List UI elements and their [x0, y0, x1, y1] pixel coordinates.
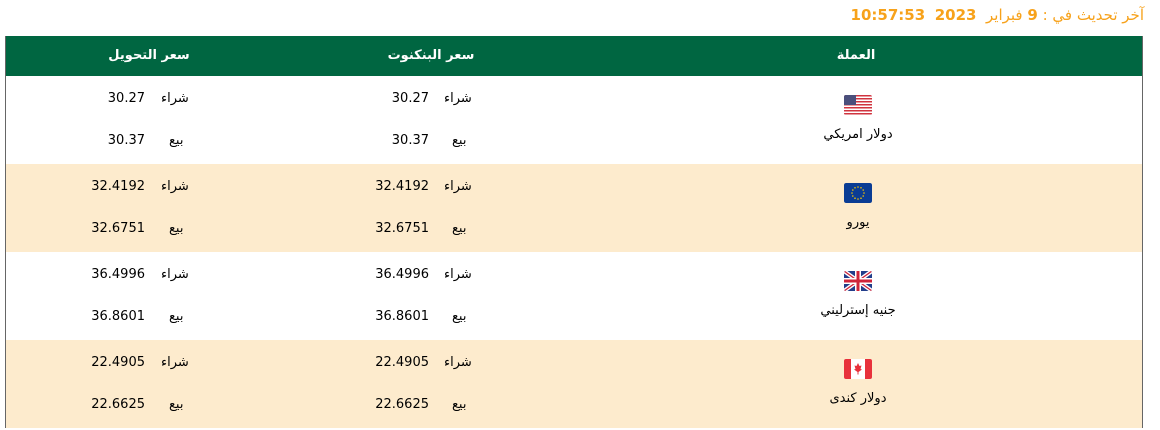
last-update-text: آخر تحديث في : 9 فبراير 2023 10:57:53: [851, 6, 1144, 24]
transfer-sell-value: 36.8601: [91, 309, 145, 324]
banknote-sell-value: 22.6625: [375, 397, 429, 412]
banknote-sell-label: بيع: [452, 221, 467, 236]
banknote-sell-label: بيع: [452, 133, 467, 148]
transfer-buy-label: شراء: [161, 355, 189, 370]
eu-flag-icon: [844, 183, 872, 203]
banknote-sell-label: بيع: [452, 309, 467, 324]
transfer-buy-label: شراء: [161, 179, 189, 194]
transfer-sell-value: 32.6751: [91, 221, 145, 236]
update-year: 2023: [934, 6, 977, 24]
currency-name: دولار امريكي: [823, 127, 893, 142]
currency-name: دولار كندى: [829, 391, 887, 406]
exchange-rates-table: العملة سعر البنكنوت سعر التحويل دولار ام…: [5, 36, 1143, 428]
banknote-sell-value: 30.37: [391, 133, 429, 148]
transfer-sell-label: بيع: [169, 221, 184, 236]
header-transfer: سعر التحويل: [108, 48, 190, 63]
update-month: فبراير: [986, 6, 1023, 24]
banknote-buy-value: 36.4996: [375, 267, 429, 282]
transfer-sell-value: 30.37: [107, 133, 145, 148]
transfer-buy-value: 22.4905: [91, 355, 145, 370]
transfer-buy-label: شراء: [161, 91, 189, 106]
table-row: يورو شراء 32.4192 بيع 32.6751 شراء 32.41…: [6, 164, 1142, 252]
banknote-sell-label: بيع: [452, 397, 467, 412]
table-row: دولار كندى شراء 22.4905 بيع 22.6625 شراء…: [6, 340, 1142, 428]
banknote-buy-value: 22.4905: [375, 355, 429, 370]
ca-flag-icon: [844, 359, 872, 379]
currency-name: جنيه إسترليني: [820, 303, 896, 318]
transfer-buy-value: 36.4996: [91, 267, 145, 282]
transfer-sell-label: بيع: [169, 397, 184, 412]
table-header: العملة سعر البنكنوت سعر التحويل: [6, 36, 1142, 76]
transfer-buy-value: 32.4192: [91, 179, 145, 194]
banknote-buy-value: 32.4192: [375, 179, 429, 194]
transfer-buy-value: 30.27: [107, 91, 145, 106]
banknote-buy-label: شراء: [444, 91, 472, 106]
banknote-sell-value: 36.8601: [375, 309, 429, 324]
header-banknote: سعر البنكنوت: [387, 48, 475, 63]
transfer-buy-label: شراء: [161, 267, 189, 282]
last-update-label: آخر تحديث في :: [1042, 6, 1144, 24]
banknote-buy-value: 30.27: [391, 91, 429, 106]
update-day: 9: [1027, 6, 1038, 24]
transfer-sell-label: بيع: [169, 133, 184, 148]
table-row: جنيه إسترليني شراء 36.4996 بيع 36.8601 ش…: [6, 252, 1142, 340]
transfer-sell-label: بيع: [169, 309, 184, 324]
banknote-buy-label: شراء: [444, 355, 472, 370]
update-time: 10:57:53: [850, 6, 926, 24]
uk-flag-icon: [844, 271, 872, 291]
currency-name: يورو: [846, 215, 870, 230]
us-flag-icon: [844, 95, 872, 115]
banknote-buy-label: شراء: [444, 179, 472, 194]
banknote-buy-label: شراء: [444, 267, 472, 282]
header-currency: العملة: [836, 48, 876, 63]
transfer-sell-value: 22.6625: [91, 397, 145, 412]
banknote-sell-value: 32.6751: [375, 221, 429, 236]
table-row: دولار امريكي شراء 30.27 بيع 30.37 شراء 3…: [6, 76, 1142, 164]
